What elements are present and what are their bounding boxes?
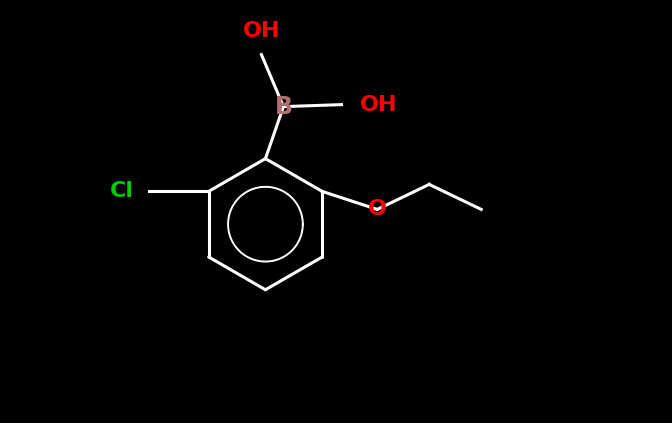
- Text: OH: OH: [243, 21, 280, 41]
- Text: B: B: [274, 95, 292, 118]
- Text: O: O: [368, 199, 386, 220]
- Text: Cl: Cl: [110, 181, 134, 201]
- Text: OH: OH: [360, 95, 397, 115]
